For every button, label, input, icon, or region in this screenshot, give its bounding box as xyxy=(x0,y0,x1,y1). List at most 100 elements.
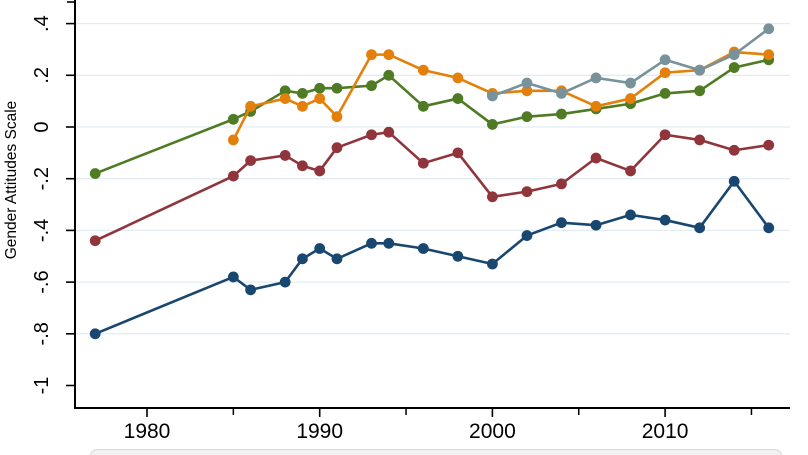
data-point-navy-1993 xyxy=(366,237,377,249)
data-point-slate-gray-2004 xyxy=(556,87,567,99)
data-point-orange-1989 xyxy=(297,100,308,112)
data-point-navy-1989 xyxy=(297,253,308,265)
data-point-forest-green-2002 xyxy=(521,111,533,123)
axes xyxy=(66,0,790,417)
data-point-navy-1990 xyxy=(314,243,326,254)
x-tick-label: 2010 xyxy=(642,420,689,443)
data-point-maroon-2000 xyxy=(487,191,498,203)
data-point-maroon-1986 xyxy=(245,155,257,167)
data-point-slate-gray-2008 xyxy=(625,77,636,89)
data-point-orange-1996 xyxy=(417,64,429,76)
series-navy xyxy=(89,175,775,340)
data-point-maroon-1998 xyxy=(452,147,464,159)
tick-labels: .4 .2 0 -.2 -.4 -.6 -.8 -1 1980 1990 2000 2010 xyxy=(31,15,688,443)
data-point-navy-1985 xyxy=(227,271,239,283)
data-point-orange-2006 xyxy=(590,100,602,112)
data-point-navy-2008 xyxy=(625,209,636,221)
data-point-orange-2016 xyxy=(763,49,775,61)
data-point-maroon-1977 xyxy=(89,235,101,247)
data-point-maroon-1988 xyxy=(279,150,291,161)
data-point-navy-1991 xyxy=(331,253,343,265)
data-point-navy-2006 xyxy=(590,219,602,231)
data-point-maroon-2002 xyxy=(521,186,533,198)
data-point-forest-green-1996 xyxy=(417,100,429,112)
data-point-forest-green-2012 xyxy=(694,85,706,97)
data-point-forest-green-2014 xyxy=(728,62,740,73)
data-point-slate-gray-2006 xyxy=(590,72,602,84)
data-point-navy-1998 xyxy=(452,250,464,262)
data-point-orange-2010 xyxy=(659,67,671,79)
data-point-orange-1986 xyxy=(245,100,257,112)
cropped-legend-box xyxy=(90,449,782,455)
data-point-forest-green-1977 xyxy=(89,168,101,179)
data-point-navy-2000 xyxy=(487,258,498,270)
data-point-navy-2014 xyxy=(728,175,740,187)
data-point-maroon-1996 xyxy=(417,157,429,169)
gridlines xyxy=(76,22,790,335)
data-point-navy-2012 xyxy=(694,222,706,234)
y-tick-label: -.8 xyxy=(31,322,53,345)
data-point-maroon-2008 xyxy=(625,165,636,177)
data-point-maroon-1991 xyxy=(331,142,343,154)
data-point-slate-gray-2016 xyxy=(763,23,775,35)
data-point-orange-1993 xyxy=(366,49,377,61)
data-point-maroon-1985 xyxy=(227,170,239,182)
data-point-maroon-2014 xyxy=(728,144,740,156)
data-point-forest-green-1990 xyxy=(314,82,326,94)
data-point-orange-2008 xyxy=(625,93,636,104)
x-tick-label: 1990 xyxy=(296,420,343,443)
data-point-slate-gray-2000 xyxy=(487,90,498,102)
data-point-forest-green-1994 xyxy=(383,69,395,81)
data-point-forest-green-1991 xyxy=(331,82,343,94)
y-axis-title: Gender Attitudes Scale xyxy=(3,101,20,260)
data-series xyxy=(89,23,775,340)
data-point-orange-1988 xyxy=(279,93,291,104)
data-point-navy-1988 xyxy=(279,276,291,288)
data-point-slate-gray-2010 xyxy=(659,54,671,66)
x-tick-label: 1980 xyxy=(124,420,171,443)
y-tick-label: .4 xyxy=(31,15,53,32)
data-point-navy-2010 xyxy=(659,214,671,226)
data-point-orange-1990 xyxy=(314,93,326,104)
data-point-navy-2016 xyxy=(763,222,775,234)
data-point-forest-green-1988 xyxy=(279,85,291,97)
data-point-orange-1994 xyxy=(383,49,395,61)
data-point-maroon-1989 xyxy=(297,160,308,172)
y-tick-label: -.6 xyxy=(31,270,53,293)
data-point-slate-gray-2002 xyxy=(521,77,533,89)
y-tick-label: .2 xyxy=(31,67,53,84)
data-point-navy-1996 xyxy=(417,243,429,254)
y-tick-label: -.4 xyxy=(31,219,53,242)
data-point-forest-green-1989 xyxy=(297,87,308,99)
data-point-slate-gray-2014 xyxy=(728,49,740,61)
data-point-maroon-1990 xyxy=(314,165,326,177)
data-point-navy-2004 xyxy=(556,217,567,229)
data-point-maroon-2010 xyxy=(659,129,671,141)
data-point-maroon-2016 xyxy=(763,139,775,151)
series-navy-line xyxy=(93,179,771,336)
data-point-maroon-2004 xyxy=(556,178,567,190)
data-point-navy-1986 xyxy=(245,284,257,296)
data-point-slate-gray-2012 xyxy=(694,64,706,76)
data-point-orange-2002 xyxy=(521,85,533,97)
data-point-navy-2002 xyxy=(521,230,533,241)
data-point-maroon-1993 xyxy=(366,129,377,141)
data-point-orange-1998 xyxy=(452,72,464,84)
data-point-orange-1985 xyxy=(227,134,239,146)
y-tick-label: -1 xyxy=(31,377,53,395)
data-point-maroon-1994 xyxy=(383,126,395,138)
data-point-orange-1991 xyxy=(331,111,343,123)
series-slate-gray xyxy=(487,23,775,102)
data-point-forest-green-1985 xyxy=(227,113,239,125)
series-maroon xyxy=(89,126,775,247)
data-point-navy-1977 xyxy=(89,328,101,340)
data-point-forest-green-2000 xyxy=(487,119,498,130)
y-tick-label: -.2 xyxy=(31,167,53,190)
data-point-forest-green-1998 xyxy=(452,93,464,104)
data-point-forest-green-2010 xyxy=(659,87,671,99)
data-point-navy-1994 xyxy=(383,237,395,249)
data-point-maroon-2012 xyxy=(694,134,706,146)
data-point-maroon-2006 xyxy=(590,152,602,164)
